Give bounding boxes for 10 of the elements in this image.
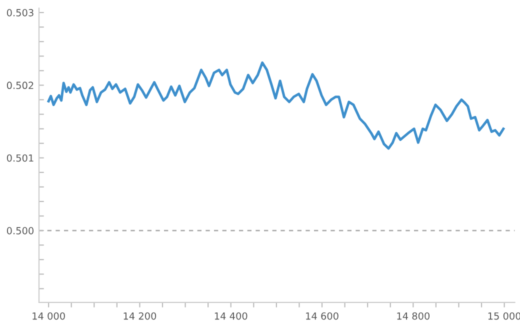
y-tick-label: 0.501 <box>6 154 34 162</box>
y-tick-label: 0.500 <box>6 227 34 234</box>
y-tick-label: 0.502 <box>6 82 34 90</box>
x-tick-label: 14 000 <box>32 312 65 320</box>
x-tick-label: 14 400 <box>214 312 248 320</box>
y-tick-label: 0.503 <box>6 9 34 16</box>
x-tick-label: 14 800 <box>397 312 430 320</box>
x-tick-label: 14 600 <box>306 312 338 320</box>
line-series <box>47 61 505 150</box>
x-tick-label: 14 200 <box>124 312 156 320</box>
